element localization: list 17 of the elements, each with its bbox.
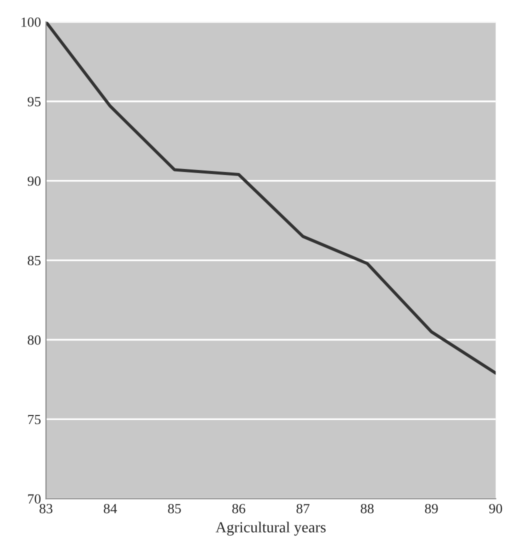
x-tick-label: 87 bbox=[296, 504, 310, 514]
y-tick-label: 90 bbox=[28, 176, 41, 186]
x-tick-label: 89 bbox=[425, 504, 438, 514]
line-series bbox=[46, 22, 496, 375]
y-tick-label: 95 bbox=[28, 97, 41, 106]
y-tick-label: 75 bbox=[28, 414, 41, 424]
x-tick-label: 90 bbox=[489, 504, 502, 514]
y-tick-label: 100 bbox=[22, 18, 41, 27]
x-tick-label: 84 bbox=[104, 504, 117, 514]
x-tick-label: 85 bbox=[168, 504, 181, 514]
x-axis-title: Agricultural years bbox=[216, 522, 326, 536]
y-tick-label: 80 bbox=[28, 335, 41, 345]
x-tick-label: 86 bbox=[232, 504, 246, 514]
x-tick-label: 88 bbox=[360, 504, 374, 514]
x-tick-label: 83 bbox=[40, 504, 52, 514]
y-tick-label: 70 bbox=[28, 494, 41, 504]
y-tick-label: 85 bbox=[28, 256, 41, 266]
